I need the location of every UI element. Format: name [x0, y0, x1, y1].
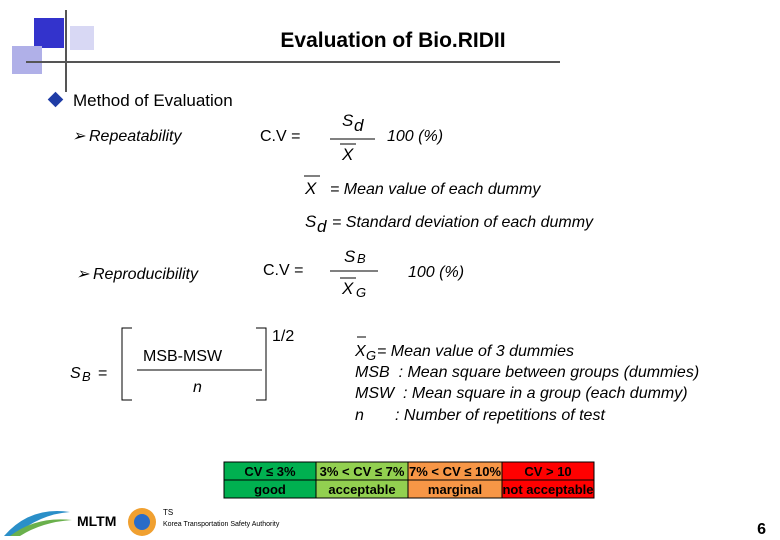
logo-text: TS: [163, 508, 173, 517]
def-text: = Mean value of each dummy: [330, 181, 541, 198]
def-symbol: S: [305, 212, 317, 231]
formula-text: 100 (%): [387, 128, 443, 145]
def-sub: G: [366, 348, 376, 363]
cell-text: CV ≤ 3%: [244, 464, 296, 479]
deco-square: [12, 46, 42, 74]
bullet: [47, 91, 64, 108]
formula-text: n: [193, 379, 202, 396]
cell-text: acceptable: [328, 482, 395, 497]
cell-text: marginal: [428, 482, 482, 497]
formula-text: S: [344, 247, 356, 266]
logo-swoosh: [10, 519, 72, 536]
cell: [501, 479, 595, 499]
formula-text: 1/2: [272, 328, 294, 345]
formula-sub: d: [354, 116, 364, 135]
def-text: = Standard deviation of each dummy: [332, 214, 594, 231]
formula-text: X: [341, 145, 354, 164]
section-title: Method of Evaluation: [73, 91, 233, 110]
logo-circle: [134, 514, 150, 530]
page-number: 6: [757, 521, 766, 538]
formula-text: X: [341, 279, 354, 298]
def-text: MSW : Mean square in a group (each dummy…: [355, 385, 688, 402]
bracket: [256, 327, 267, 401]
cell-text: CV > 10: [524, 464, 571, 479]
bracket: [121, 327, 132, 401]
def-sub: d: [317, 217, 327, 236]
arrow-bullet: ➢: [72, 128, 86, 145]
formula-text: S: [342, 111, 354, 130]
arrow-bullet: ➢: [76, 266, 90, 283]
logo-text: MLTM: [77, 513, 116, 529]
item-label: Repeatability: [89, 128, 183, 145]
cell-text: 3% < CV ≤ 7%: [320, 464, 405, 479]
formula-text: 100 (%): [408, 264, 464, 281]
formula-text: =: [98, 365, 107, 382]
formula-text: MSB-MSW: [143, 348, 223, 365]
cell-text: good: [254, 482, 286, 497]
cell-text: 7% < CV ≤ 10%: [409, 464, 501, 479]
def-text: = Mean value of 3 dummies: [377, 343, 574, 360]
formula-text: C.V =: [263, 262, 303, 279]
def-symbol: X: [354, 343, 367, 360]
formula-sub: B: [357, 251, 366, 266]
formula-sub: G: [356, 285, 366, 300]
def-text: MSB : Mean square between groups (dummie…: [355, 364, 699, 381]
title: Evaluation of Bio.RIDII: [280, 29, 505, 52]
def-text: n : Number of repetitions of test: [355, 407, 605, 424]
cell-text: not acceptable: [502, 482, 593, 497]
formula-text: S: [70, 365, 81, 382]
criteria-table: CV ≤ 3% 3% < CV ≤ 7% 7% < CV ≤ 10% CV > …: [223, 461, 595, 499]
formula-sub: B: [82, 369, 91, 384]
def-symbol: X: [304, 179, 317, 198]
deco-square: [34, 18, 64, 48]
deco-square: [70, 26, 94, 50]
formula-text: C.V =: [260, 128, 300, 145]
item-label: Reproducibility: [93, 266, 199, 283]
logo-text: Korea Transportation Safety Authority: [163, 521, 280, 528]
